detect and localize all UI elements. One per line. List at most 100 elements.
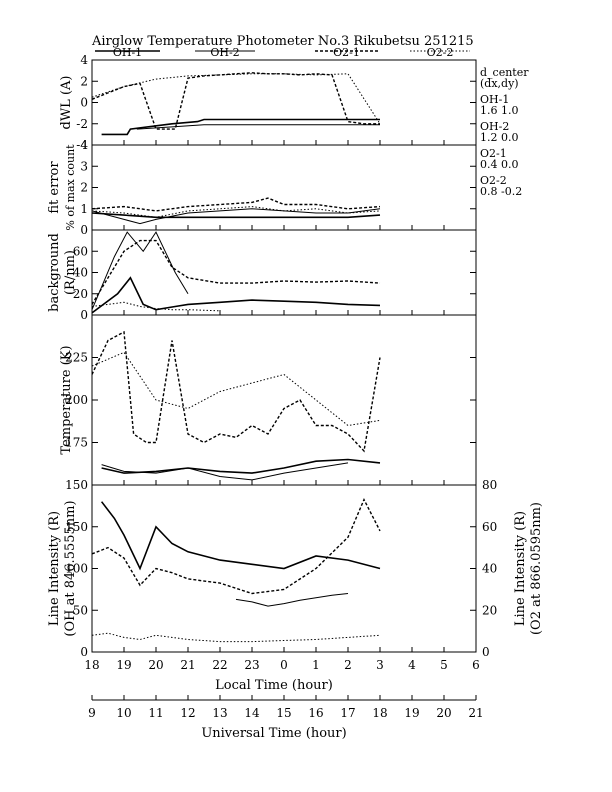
y-tick-label: 225 [65, 351, 88, 365]
local-tick-label: 22 [212, 658, 227, 672]
series-oh-2 [101, 462, 349, 481]
series-group [92, 231, 381, 314]
series-o2-1 [92, 72, 380, 130]
series-group [92, 197, 381, 225]
y-tick-label: 0 [80, 645, 88, 659]
note-line: 1.2 0.0 [480, 131, 518, 144]
panel-3: 0 20 40 60 background (R/nm) [47, 229, 477, 322]
y-right-tick-label: 60 [482, 520, 497, 534]
y-tick-label: 175 [65, 436, 88, 450]
ut-tick-label: 16 [308, 706, 323, 720]
y-right-tick-label: 20 [482, 603, 497, 617]
series-oh-1 [100, 501, 381, 571]
y-right-label: Line Intensity (R) [513, 511, 528, 626]
legend-label-o2-1: O2-1 [333, 46, 360, 59]
y-tick-label: 4 [80, 53, 88, 67]
series-group [92, 497, 381, 643]
y-tick-label: 200 [65, 393, 88, 407]
y-axis-label-2: (R/nm) [63, 250, 78, 295]
y-axis-label: dWL (A) [59, 76, 74, 130]
local-tick-label: 4 [408, 658, 416, 672]
series-oh-2 [235, 593, 349, 607]
y-tick-label: 150 [65, 520, 88, 534]
panel-frame [91, 59, 477, 146]
panel-frame [91, 229, 477, 316]
ut-tick-label: 17 [340, 706, 355, 720]
series-group [92, 330, 381, 481]
y-axis-label: background [47, 233, 62, 312]
local-tick-label: 3 [376, 658, 384, 672]
local-tick-label: 19 [116, 658, 131, 672]
figure-title: Airglow Temperature Photometer No.3 Riku… [91, 34, 474, 49]
local-tick-label: 1 [312, 658, 320, 672]
series-o2-2 [92, 206, 381, 218]
note-line: 0.4 0.0 [480, 158, 518, 171]
y-tick-label: 60 [73, 244, 88, 258]
legend-label-o2-2: O2-2 [427, 46, 454, 59]
y-right-tick-label: 80 [482, 478, 497, 492]
y-tick-label: 40 [73, 266, 88, 280]
ut-tick-label: 18 [372, 706, 387, 720]
series-o2-2 [92, 301, 221, 312]
local-tick-label: 0 [280, 658, 288, 672]
local-tick-label: 5 [440, 658, 448, 672]
y-tick-label: 3 [80, 159, 88, 173]
legend: OH-1 OH-2 O2-1 O2-2 [95, 46, 470, 59]
y-axis-label-2: % of max count [64, 144, 77, 231]
series-o2-1 [92, 330, 381, 453]
legend-label-oh-1: OH-1 [113, 46, 142, 59]
series-o2-2 [92, 632, 381, 643]
y-tick-label: -2 [76, 117, 88, 131]
ut-tick-label: 20 [436, 706, 451, 720]
series-oh-1 [92, 212, 381, 219]
y-right-label-2: (O2 at 866.0595nm) [529, 502, 544, 635]
y-tick-label: 4 [80, 138, 88, 152]
y-tick-label: -4 [76, 138, 88, 152]
note-line: 0.8 -0.2 [480, 185, 522, 198]
y-tick-label: 20 [73, 287, 88, 301]
local-tick-label: 2 [344, 658, 352, 672]
series-oh-2 [92, 208, 381, 225]
ut-tick-label: 15 [276, 706, 291, 720]
series-o2-1 [92, 197, 381, 212]
series-oh-1 [101, 458, 381, 474]
series-oh-2 [136, 124, 380, 130]
note-line: (dx,dy) [480, 77, 519, 90]
y-tick-label: 0 [80, 308, 88, 322]
legend-label-oh-2: OH-2 [210, 46, 239, 59]
note-line: O2-1 [480, 147, 507, 160]
ut-tick-label: 13 [212, 706, 227, 720]
ut-tick-label: 19 [404, 706, 419, 720]
series-o2-2 [92, 73, 381, 125]
note-line: O2-2 [480, 174, 507, 187]
y-tick-label: 2 [80, 74, 88, 88]
note-line: OH-1 [480, 93, 509, 106]
panels: -4 -2 0 2 4 dWL (A) 0 1 2 3 4 fit error% of max cou… [47, 53, 544, 659]
y-tick-label: 100 [65, 562, 88, 576]
ut-tick-label: 9 [88, 706, 96, 720]
y-axis-label-2: (OH at 846.5555nm) [63, 500, 78, 636]
y-tick-label: 2 [80, 181, 88, 195]
series-group [92, 72, 381, 136]
ut-tick-label: 21 [468, 706, 483, 720]
local-tick-label: 20 [148, 658, 163, 672]
panel-frame [91, 314, 477, 486]
d-center-notes: d_center(dx,dy) OH-11.6 1.0 OH-21.2 0.0 O2-… [480, 66, 529, 198]
local-tick-label: 6 [472, 658, 480, 672]
panel-2: 0 1 2 3 4 fit error% of max count [47, 138, 477, 237]
local-tick-label: 21 [180, 658, 195, 672]
note-line: 1.6 1.0 [480, 104, 518, 117]
series-oh-1 [92, 276, 381, 314]
y-axis-label: fit error [47, 161, 62, 214]
y-tick-label: 50 [73, 603, 88, 617]
local-time-label: Local Time (hour) [215, 678, 333, 693]
local-tick-label: 18 [84, 658, 99, 672]
y-tick-label: 0 [80, 96, 88, 110]
y-tick-label: 0 [80, 223, 88, 237]
ut-tick-label: 11 [148, 706, 163, 720]
y-right-tick-label: 40 [482, 562, 497, 576]
